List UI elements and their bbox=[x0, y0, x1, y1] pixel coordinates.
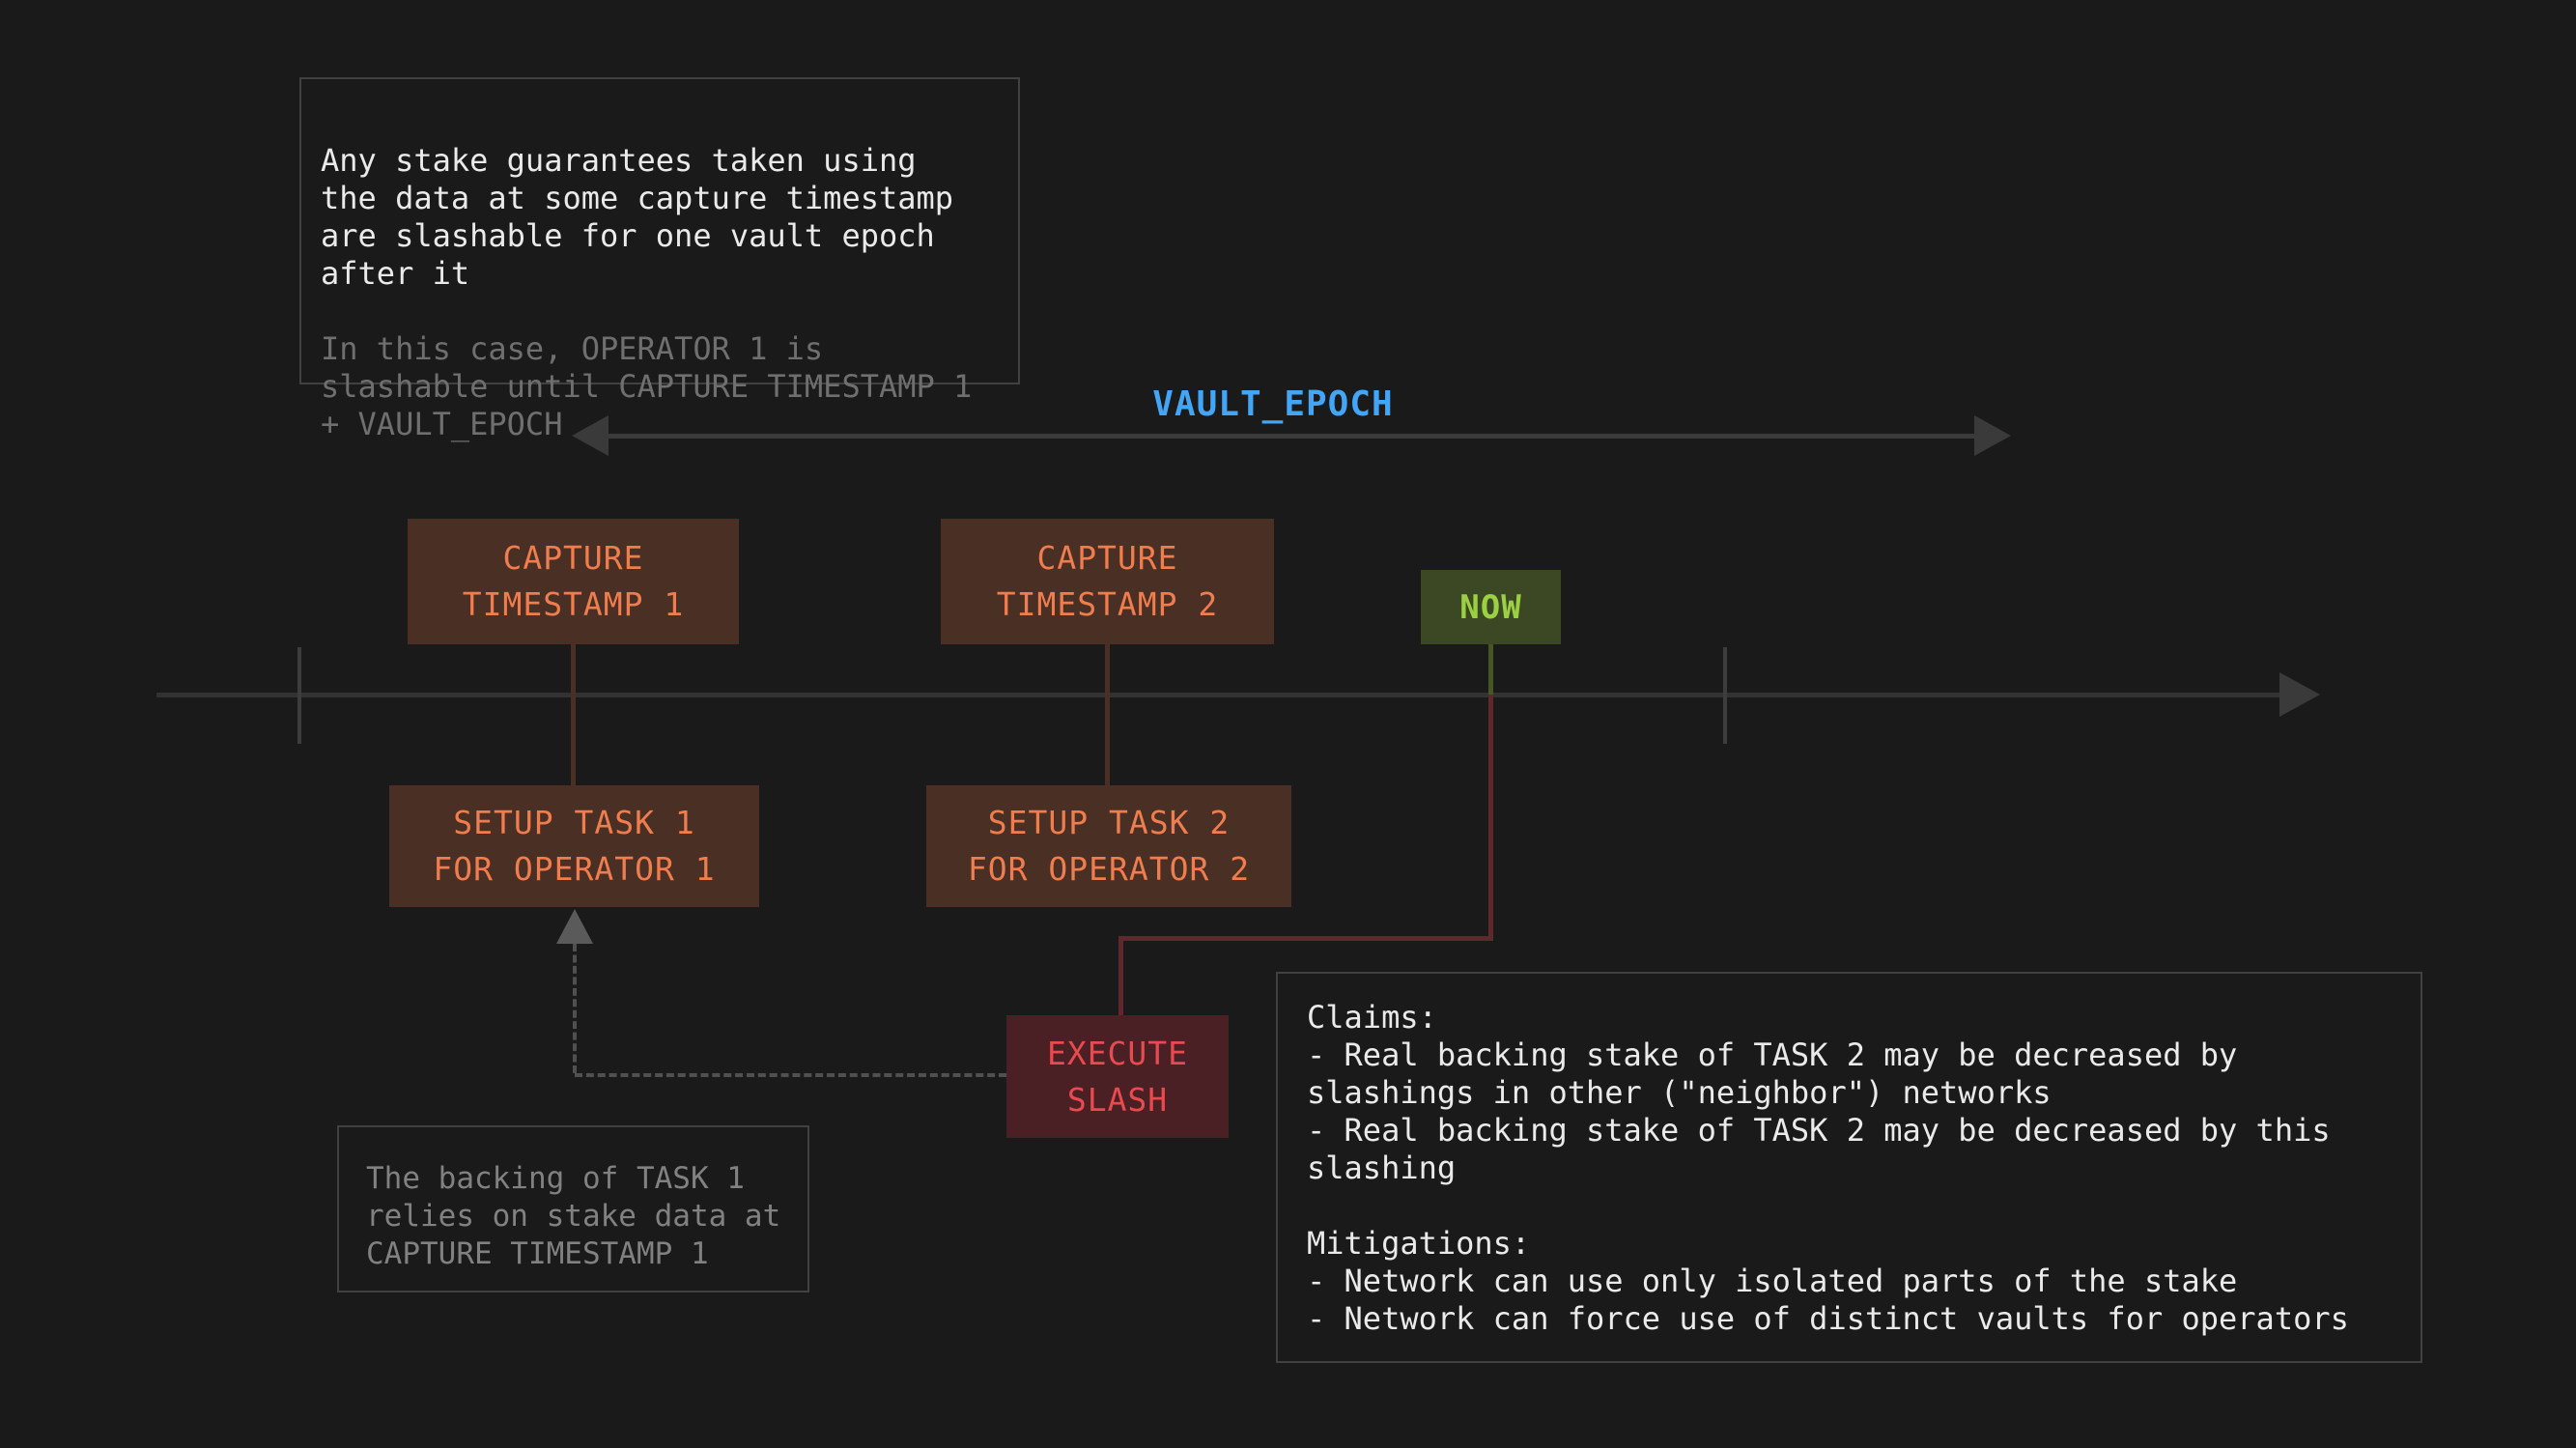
capture-timestamp-1-line1: CAPTURE bbox=[502, 539, 644, 577]
connector-slash-drop bbox=[1118, 936, 1123, 1017]
arrowhead-left-icon bbox=[572, 415, 609, 456]
claims-mitigations-note: Claims: - Real backing stake of TASK 2 m… bbox=[1276, 972, 2422, 1363]
capture-timestamp-2-box: CAPTURE TIMESTAMP 2 bbox=[941, 519, 1274, 644]
dashed-connector-horizontal bbox=[575, 1073, 1006, 1077]
setup-task-1-line2: FOR OPERATOR 1 bbox=[433, 850, 716, 888]
capture-timestamp-2-line1: CAPTURE bbox=[1036, 539, 1178, 577]
connector-capture2-setup2 bbox=[1105, 644, 1110, 785]
timeline-tick-2 bbox=[1723, 647, 1727, 744]
now-label: NOW bbox=[1459, 587, 1522, 627]
arrowhead-right-icon bbox=[1974, 415, 2011, 456]
timeline-axis bbox=[156, 693, 2281, 697]
dashed-arrowhead-up-icon bbox=[556, 909, 593, 944]
note-top-secondary-text: In this case, OPERATOR 1 is slashable un… bbox=[321, 330, 973, 442]
vault-epoch-span-line bbox=[601, 434, 1982, 439]
timeline-tick-1 bbox=[297, 647, 301, 744]
connector-now-to-timeline bbox=[1488, 644, 1493, 695]
capture-timestamp-1-line2: TIMESTAMP 1 bbox=[462, 585, 685, 623]
dashed-connector-vertical bbox=[573, 944, 577, 1073]
execute-slash-line1: EXECUTE bbox=[1046, 1034, 1189, 1072]
connector-slash-horizontal bbox=[1120, 936, 1493, 941]
annotation-note-bottom: The backing of TASK 1 relies on stake da… bbox=[337, 1125, 809, 1292]
setup-task-1-box: SETUP TASK 1 FOR OPERATOR 1 bbox=[389, 785, 759, 907]
execute-slash-box: EXECUTE SLASH bbox=[1006, 1015, 1229, 1138]
vault-epoch-label: VAULT_EPOCH bbox=[1152, 384, 1394, 424]
setup-task-1-line1: SETUP TASK 1 bbox=[453, 804, 695, 841]
capture-timestamp-1-box: CAPTURE TIMESTAMP 1 bbox=[408, 519, 739, 644]
connector-capture1-setup1 bbox=[571, 644, 576, 785]
execute-slash-line2: SLASH bbox=[1066, 1080, 1169, 1119]
now-box: NOW bbox=[1421, 570, 1561, 644]
capture-timestamp-2-line2: TIMESTAMP 2 bbox=[996, 585, 1219, 623]
setup-task-2-box: SETUP TASK 2 FOR OPERATOR 2 bbox=[926, 785, 1291, 907]
timeline-arrowhead-icon bbox=[2279, 672, 2320, 717]
note-top-primary-text: Any stake guarantees taken using the dat… bbox=[321, 142, 954, 292]
connector-now-slash-vertical bbox=[1488, 695, 1493, 939]
setup-task-2-line2: FOR OPERATOR 2 bbox=[967, 850, 1251, 888]
annotation-note-top: Any stake guarantees taken using the dat… bbox=[299, 77, 1020, 442]
setup-task-2-line1: SETUP TASK 2 bbox=[987, 804, 1231, 841]
